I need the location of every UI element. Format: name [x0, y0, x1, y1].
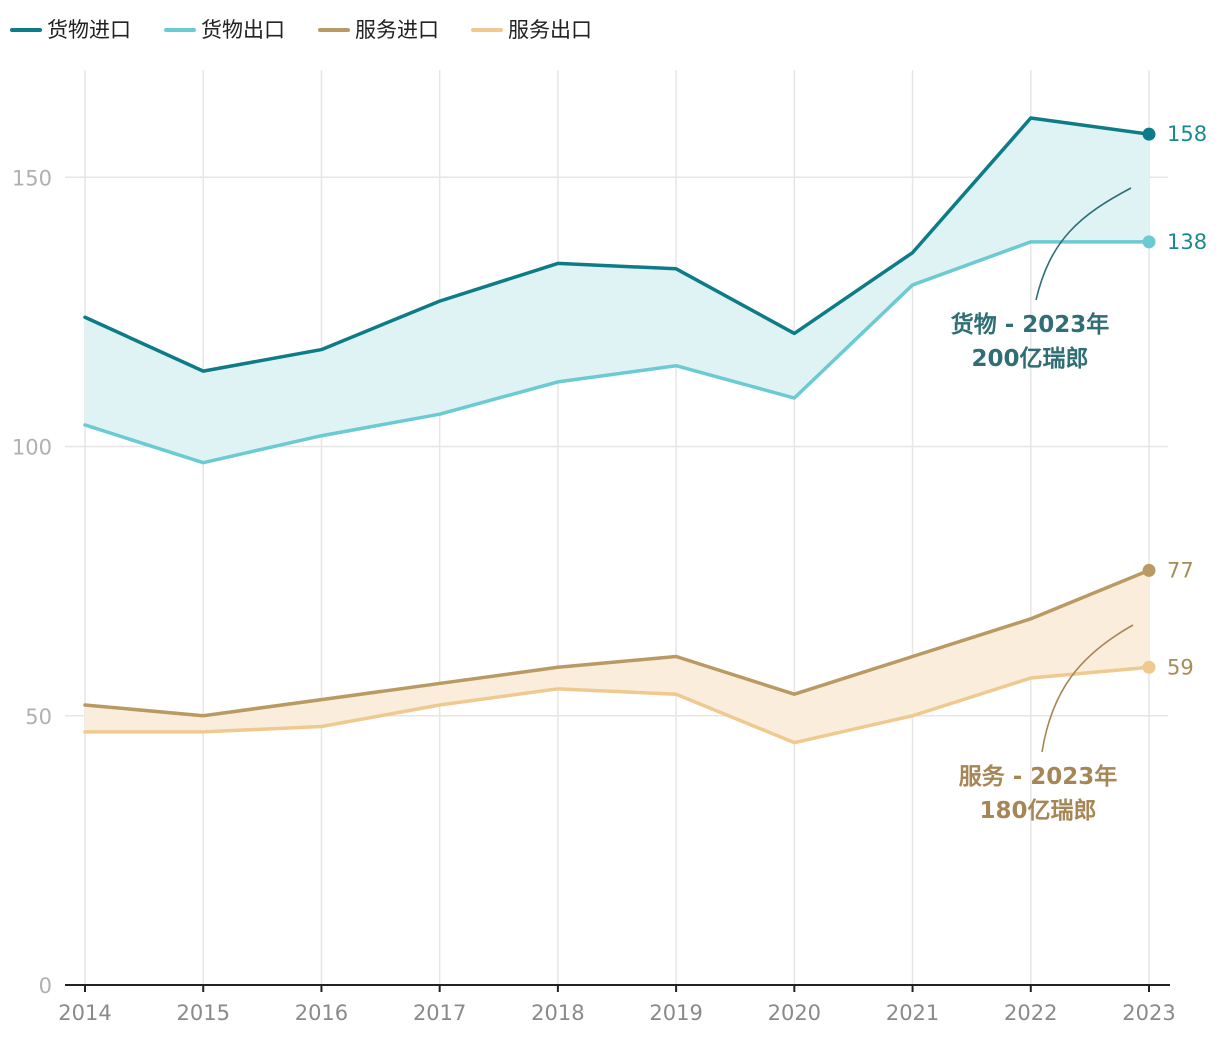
end-value-label: 138: [1167, 230, 1207, 254]
x-tick-label: 2020: [768, 1001, 821, 1025]
legend-item: 货物出口: [164, 18, 285, 42]
series-line: [83, 665, 1151, 745]
legend-item: 货物进口: [10, 18, 131, 42]
bands: [85, 118, 1149, 743]
end-value-label: 158: [1167, 122, 1207, 146]
grid: [65, 70, 1168, 985]
band-area: [85, 118, 1149, 463]
x-tick-label: 2022: [1004, 1001, 1057, 1025]
annotation-value: 180亿瑞郎: [979, 797, 1096, 824]
y-tick-label: 50: [25, 705, 52, 729]
annotation-leader-line: [1041, 624, 1134, 753]
series-line: [83, 568, 1151, 718]
x-tick-label: 2021: [886, 1001, 939, 1025]
end-point: [1142, 235, 1156, 249]
y-tick-label: 150: [12, 166, 52, 190]
legend: 货物进口 货物出口 服务进口 服务出口: [10, 18, 592, 42]
legend-item: 服务进口: [318, 18, 439, 42]
legend-item: 服务出口: [471, 18, 592, 42]
x-tick-label: 2018: [531, 1001, 584, 1025]
axes: 2014 2015 2016 2017 2018 2019 2020 2021 2022 2023…: [12, 166, 1176, 1025]
x-tick-label: 2016: [295, 1001, 348, 1025]
x-tick-label: 2015: [176, 1001, 229, 1025]
annotation-title: 货物 - 2023年: [951, 311, 1110, 338]
end-point: [1142, 660, 1156, 674]
legend-label: 货物出口: [201, 18, 285, 42]
legend-label: 服务进口: [355, 18, 439, 42]
y-tick-label: 100: [12, 436, 52, 460]
end-value-label: 77: [1167, 558, 1194, 582]
end-points: 158 138 77 59: [1142, 122, 1207, 679]
annotation-goods: 货物 - 2023年 200亿瑞郎: [951, 187, 1132, 372]
annotation-value: 200亿瑞郎: [971, 345, 1088, 372]
series-line: [83, 240, 1151, 465]
x-tick-label: 2014: [58, 1001, 111, 1025]
series-lines: [83, 116, 1151, 745]
legend-label: 服务出口: [508, 18, 592, 42]
x-tick-label: 2023: [1122, 1001, 1175, 1025]
x-tick-label: 2019: [649, 1001, 702, 1025]
y-tick-label: 0: [39, 974, 52, 998]
series-line: [83, 116, 1151, 373]
band-area: [85, 570, 1149, 743]
legend-label: 货物进口: [47, 18, 131, 42]
end-value-label: 59: [1167, 655, 1194, 679]
x-tick-label: 2017: [413, 1001, 466, 1025]
annotation-title: 服务 - 2023年: [959, 763, 1118, 790]
end-point: [1142, 127, 1156, 141]
end-point: [1142, 563, 1156, 577]
annotation-services: 服务 - 2023年 180亿瑞郎: [959, 624, 1134, 824]
annotation-leader-line: [1035, 187, 1132, 301]
